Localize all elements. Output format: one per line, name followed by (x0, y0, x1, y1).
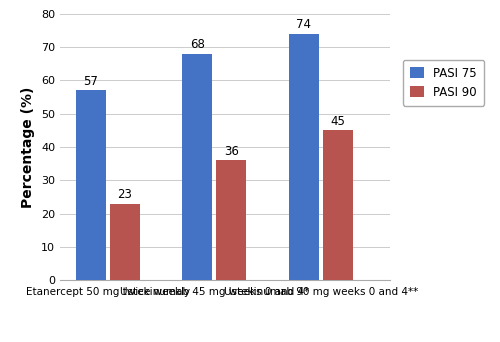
Text: 36: 36 (224, 145, 239, 158)
Text: 74: 74 (296, 18, 312, 31)
Text: 68: 68 (190, 38, 205, 51)
Bar (289, 34, 318, 280)
Bar (323, 130, 352, 280)
Bar (182, 54, 212, 280)
Text: 57: 57 (84, 75, 98, 88)
Bar (76, 90, 106, 280)
Bar (110, 204, 140, 280)
Legend: PASI 75, PASI 90: PASI 75, PASI 90 (402, 60, 484, 106)
Text: 45: 45 (330, 115, 345, 128)
Y-axis label: Percentage (%): Percentage (%) (22, 87, 36, 208)
Bar (216, 160, 246, 280)
Text: 23: 23 (118, 188, 132, 201)
